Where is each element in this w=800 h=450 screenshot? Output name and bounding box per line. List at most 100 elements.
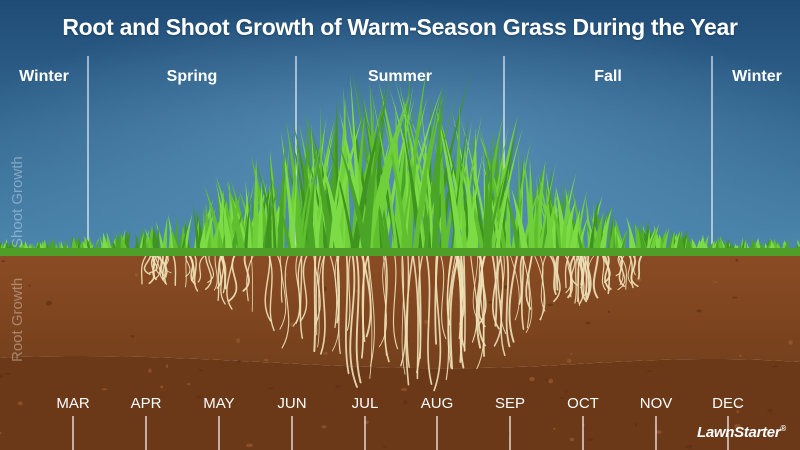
soil-speck xyxy=(788,340,793,345)
root-strand xyxy=(264,255,272,322)
soil-speck xyxy=(321,425,327,429)
soil-speck xyxy=(28,284,31,287)
brand-name: LawnStarter xyxy=(697,424,781,441)
root-strand xyxy=(592,255,599,299)
grass-blade xyxy=(222,199,234,254)
soil-speck xyxy=(148,368,152,373)
soil-speck xyxy=(423,319,430,324)
grass-blade xyxy=(626,216,638,254)
grass-blade xyxy=(420,100,435,254)
root-strand xyxy=(355,255,362,384)
grass-blade xyxy=(180,224,189,254)
root-strand xyxy=(204,255,212,290)
root-strand xyxy=(140,255,147,285)
grass-blade xyxy=(363,92,410,254)
grass-blade xyxy=(243,201,251,254)
root-strand xyxy=(463,255,466,352)
root-strand xyxy=(250,255,254,312)
grass-blade xyxy=(494,127,523,254)
grass-blade xyxy=(464,146,476,254)
grass-blade xyxy=(307,157,329,254)
grass-blade xyxy=(482,149,490,254)
grass-blade xyxy=(465,155,483,254)
grass-blade xyxy=(400,90,438,254)
grass-blade xyxy=(264,193,272,254)
root-strand xyxy=(518,255,524,305)
soil-speck xyxy=(160,385,164,389)
grass-blade xyxy=(280,131,297,254)
root-strand xyxy=(405,255,414,386)
soil-speck xyxy=(767,408,773,413)
root-strand xyxy=(213,255,218,291)
root-strand xyxy=(313,255,317,353)
root-strand xyxy=(299,255,304,339)
soil-speck xyxy=(546,303,554,306)
grass-blade xyxy=(528,157,535,254)
soil-speck xyxy=(195,395,202,399)
soil-speck xyxy=(646,370,653,373)
grass-blade xyxy=(311,124,320,254)
root-strand xyxy=(628,255,634,289)
root-strand xyxy=(521,255,525,330)
grass-blade xyxy=(589,209,597,254)
soil-speck xyxy=(655,430,662,434)
season-label-winter-start: Winter xyxy=(19,68,69,85)
root-strand xyxy=(508,255,519,343)
root-strand xyxy=(220,255,227,290)
root-strand xyxy=(525,255,533,333)
root-strand xyxy=(586,255,595,296)
soil-speck xyxy=(732,296,738,299)
grass-blade xyxy=(192,204,201,254)
grass-blade xyxy=(470,168,487,254)
root-strand xyxy=(510,255,520,321)
root-strand xyxy=(556,255,560,291)
grass-blade xyxy=(422,86,459,254)
soil-speck xyxy=(607,310,610,313)
soil-speck xyxy=(587,438,594,441)
root-strand xyxy=(268,255,275,332)
grass-blade xyxy=(170,227,180,254)
turf-line xyxy=(0,248,800,256)
grass-blade xyxy=(320,156,345,254)
root-system xyxy=(140,255,643,392)
root-strand xyxy=(412,255,419,380)
root-strand xyxy=(336,255,340,324)
month-label-oct: OCT xyxy=(567,395,599,412)
root-strand xyxy=(549,255,557,295)
grass-blade xyxy=(201,207,217,254)
grass-blade xyxy=(592,211,604,254)
root-strand xyxy=(143,255,152,275)
root-strand xyxy=(345,255,350,375)
root-strand xyxy=(445,255,452,381)
grass-blade xyxy=(480,154,502,254)
soil-speck xyxy=(559,396,565,399)
grass-blade xyxy=(307,162,334,254)
grass-blade xyxy=(269,173,293,254)
soil-speck xyxy=(130,334,135,338)
grass-blade xyxy=(380,104,410,254)
root-strand xyxy=(361,255,372,338)
root-strand xyxy=(160,255,165,276)
soil-speck xyxy=(166,364,169,369)
brand-logo: LawnStarter® xyxy=(697,424,786,441)
root-strand xyxy=(382,255,387,356)
root-strand xyxy=(615,255,622,277)
root-strand xyxy=(349,255,358,388)
root-strand xyxy=(552,255,557,291)
root-strand xyxy=(522,255,531,329)
grass-blade xyxy=(439,116,469,254)
root-strand xyxy=(583,255,592,299)
root-strand xyxy=(367,255,375,367)
soil-speck xyxy=(713,281,718,284)
diagram-title: Root and Shoot Growth of Warm-Season Gra… xyxy=(62,14,738,40)
soil-speck xyxy=(548,378,554,384)
grass-blade xyxy=(296,170,312,254)
soil-speck xyxy=(442,403,450,407)
brand-mark: ® xyxy=(780,424,786,433)
root-strand xyxy=(242,255,250,292)
grass-blade xyxy=(637,225,648,254)
grass-blade xyxy=(226,180,246,254)
root-strand xyxy=(392,255,399,350)
root-strand xyxy=(281,255,290,349)
soil-speck xyxy=(1,260,6,263)
